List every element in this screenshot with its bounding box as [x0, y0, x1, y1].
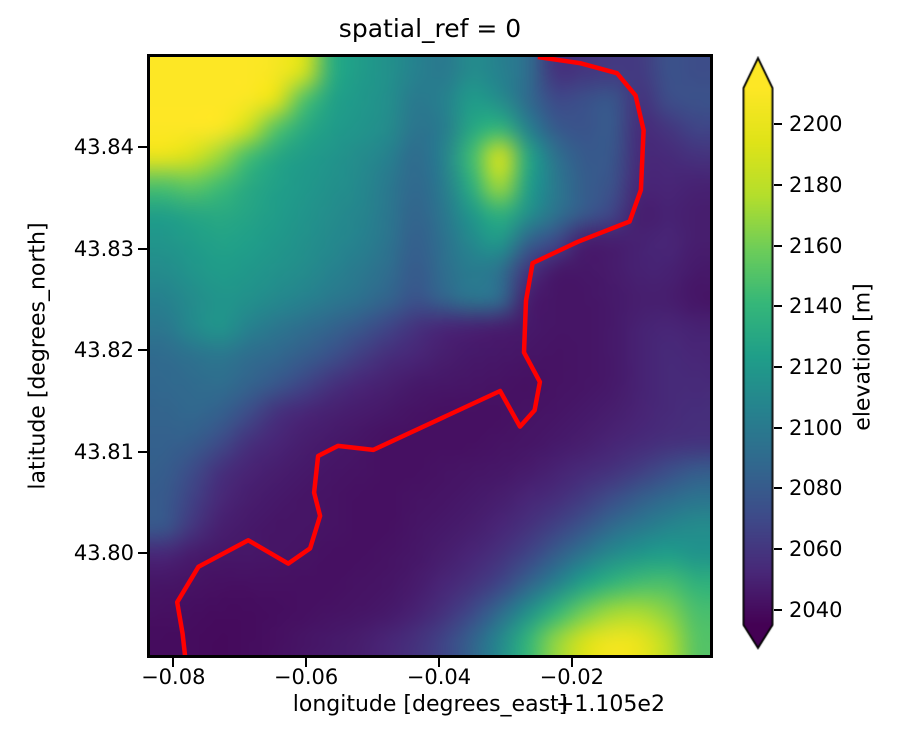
x-tick-label: −0.02 [539, 665, 604, 689]
colorbar-tick-label: 2140 [789, 294, 843, 319]
plot-title: spatial_ref = 0 [338, 14, 522, 43]
x-tick-label: −0.08 [141, 665, 206, 689]
boundary-polyline [174, 57, 646, 655]
elevation-heatmap [150, 57, 710, 655]
colorbar-tick-mark [774, 184, 782, 187]
y-tick-mark [138, 247, 147, 250]
x-tick-mark [570, 658, 573, 667]
x-tick-label: −0.04 [406, 665, 472, 689]
colorbar-tick-label: 2160 [789, 233, 843, 258]
y-tick-mark [138, 552, 147, 555]
x-tick-mark [437, 658, 440, 667]
colorbar-tick-label: 2120 [789, 355, 843, 380]
colorbar-tick-label: 2100 [789, 415, 843, 440]
colorbar-gradient [742, 56, 774, 650]
y-tick-label: 43.80 [73, 541, 134, 566]
colorbar-tick-label: 2180 [789, 173, 843, 198]
colorbar-tick-mark [774, 366, 782, 369]
colorbar-tick-label: 2060 [789, 537, 843, 562]
boundary-line [174, 57, 646, 655]
colorbar-tick-label: 2200 [789, 112, 843, 137]
y-tick-label: 43.82 [73, 338, 134, 363]
x-axis-offset-label: +1.105e2 [556, 692, 665, 717]
colorbar-tick-mark [774, 426, 782, 429]
colorbar-tick-label: 2040 [789, 597, 843, 622]
y-tick-mark [138, 450, 147, 453]
x-tick-mark [305, 658, 308, 667]
x-tick-label: −0.06 [273, 665, 339, 689]
y-tick-label: 43.81 [73, 439, 134, 464]
colorbar-tick-mark [774, 487, 782, 490]
colorbar-tick-mark [774, 548, 782, 551]
colorbar-tick-mark [774, 123, 782, 126]
y-tick-mark [138, 349, 147, 352]
y-tick-label: 43.84 [73, 135, 134, 160]
x-axis-label: longitude [degrees_east] [292, 692, 568, 717]
y-tick-label: 43.83 [73, 236, 134, 261]
colorbar-label: elevation [m] [850, 283, 876, 431]
colorbar-tick-mark [774, 305, 782, 308]
colorbar-tick-mark [774, 608, 782, 611]
x-tick-mark [172, 658, 175, 667]
y-tick-mark [138, 146, 147, 149]
colorbar-tick-mark [774, 244, 782, 247]
colorbar-tick-label: 2080 [789, 476, 843, 501]
plot-area [147, 54, 713, 658]
